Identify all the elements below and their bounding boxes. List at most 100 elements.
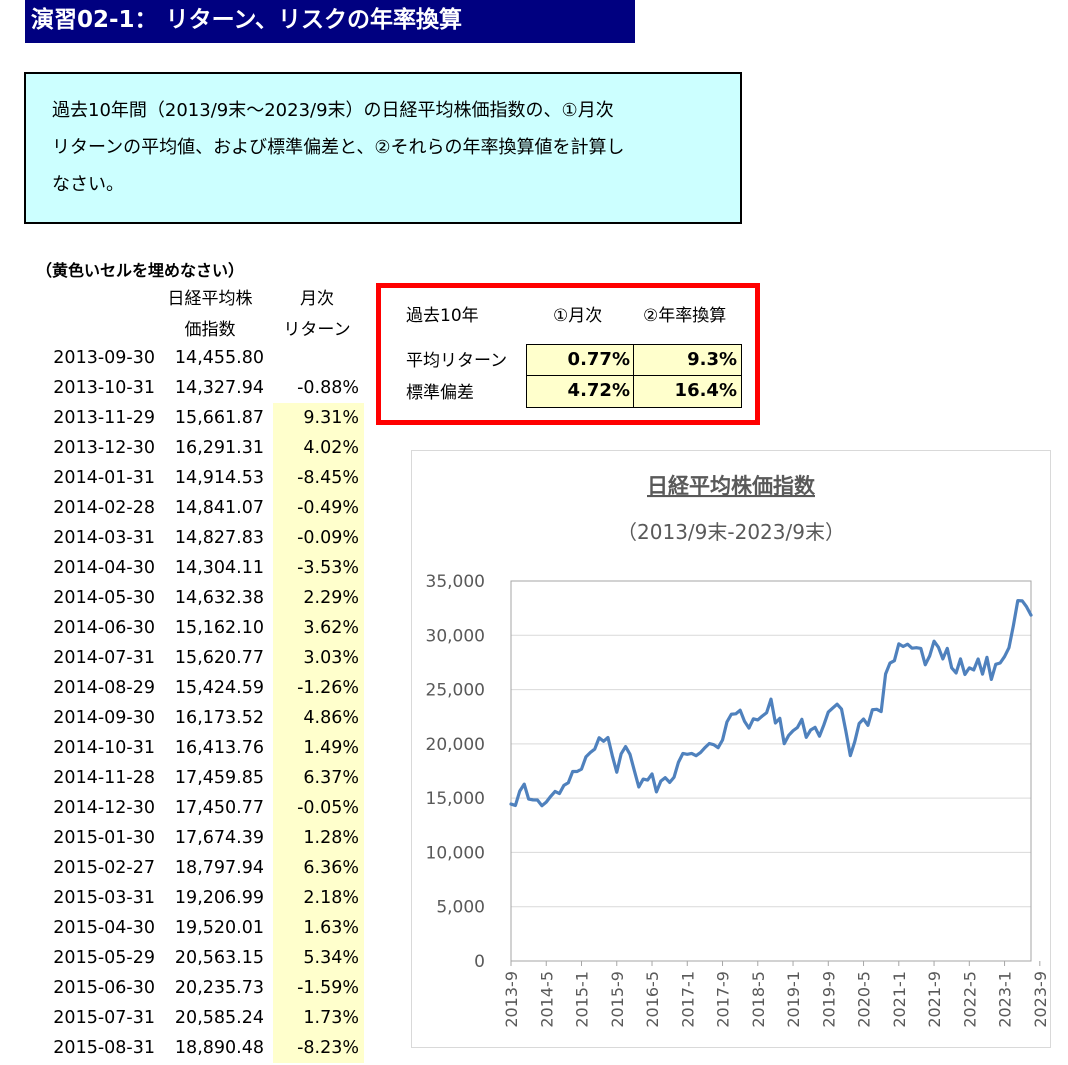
price-cell[interactable]: 15,162.10	[174, 618, 264, 638]
return-cell[interactable]: 3.03%	[273, 643, 364, 673]
date-cell[interactable]: 2013-11-29	[53, 408, 155, 428]
summary-col-monthly: ①月次	[553, 306, 603, 326]
return-cell[interactable]: -1.59%	[273, 973, 364, 1003]
x-tick-label: 2015-1	[573, 971, 592, 1028]
date-cell[interactable]: 2013-10-31	[53, 378, 155, 398]
price-cell[interactable]: 19,520.01	[174, 918, 264, 938]
price-cell[interactable]: 17,674.39	[174, 828, 264, 848]
date-cell[interactable]: 2015-06-30	[53, 978, 155, 998]
date-cell[interactable]: 2015-04-30	[53, 918, 155, 938]
price-cell[interactable]: 15,620.77	[174, 648, 264, 668]
return-cell[interactable]: 4.02%	[273, 433, 364, 463]
table-row: 2015-03-31 19,206.99 2.18%	[30, 883, 364, 913]
date-cell[interactable]: 2014-11-28	[53, 768, 155, 788]
summary-col-annual: ②年率換算	[643, 306, 727, 326]
price-cell[interactable]: 20,585.24	[174, 1008, 264, 1028]
return-cell[interactable]: -3.53%	[273, 553, 364, 583]
return-cell[interactable]: 1.63%	[273, 913, 364, 943]
price-cell[interactable]: 14,327.94	[174, 378, 264, 398]
price-column-header: 日経平均株 価指数	[155, 284, 265, 346]
date-cell[interactable]: 2015-05-29	[53, 948, 155, 968]
return-cell[interactable]	[273, 343, 364, 373]
date-cell[interactable]: 2014-10-31	[53, 738, 155, 758]
price-cell[interactable]: 17,459.85	[174, 768, 264, 788]
return-cell[interactable]: 1.73%	[273, 1003, 364, 1033]
price-cell[interactable]: 14,455.80	[174, 348, 264, 368]
date-cell[interactable]: 2015-08-31	[53, 1038, 155, 1058]
date-cell[interactable]: 2014-05-30	[53, 588, 155, 608]
return-annual-cell[interactable]: 9.3%	[633, 344, 742, 377]
return-cell[interactable]: 4.86%	[273, 703, 364, 733]
return-cell[interactable]: 3.62%	[273, 613, 364, 643]
std-annual-cell[interactable]: 16.4%	[633, 375, 742, 408]
table-row: 2014-11-28 17,459.85 6.37%	[30, 763, 364, 793]
return-cell[interactable]: 6.36%	[273, 853, 364, 883]
date-cell[interactable]: 2014-02-28	[53, 498, 155, 518]
price-cell[interactable]: 14,632.38	[174, 588, 264, 608]
table-row: 2014-06-30 15,162.10 3.62%	[30, 613, 364, 643]
std-monthly-cell[interactable]: 4.72%	[526, 375, 635, 408]
return-cell[interactable]: 1.28%	[273, 823, 364, 853]
price-cell[interactable]: 14,827.83	[174, 528, 264, 548]
price-cell[interactable]: 14,304.11	[174, 558, 264, 578]
return-cell[interactable]: -1.26%	[273, 673, 364, 703]
table-row: 2013-11-29 15,661.87 9.31%	[30, 403, 364, 433]
date-cell[interactable]: 2014-08-29	[53, 678, 155, 698]
return-cell[interactable]: 6.37%	[273, 763, 364, 793]
return-cell[interactable]: 1.49%	[273, 733, 364, 763]
return-cell[interactable]: 2.29%	[273, 583, 364, 613]
price-cell[interactable]: 17,450.77	[174, 798, 264, 818]
table-row: 2014-05-30 14,632.38 2.29%	[30, 583, 364, 613]
date-cell[interactable]: 2014-04-30	[53, 558, 155, 578]
return-cell[interactable]: -8.23%	[273, 1033, 364, 1063]
return-cell[interactable]: -0.09%	[273, 523, 364, 553]
x-tick-label: 2023-9	[1031, 971, 1050, 1028]
price-header-line1: 日経平均株	[167, 289, 253, 309]
chart-title: 日経平均株価指数	[647, 474, 816, 498]
return-cell[interactable]: -0.49%	[273, 493, 364, 523]
date-cell[interactable]: 2014-12-30	[53, 798, 155, 818]
date-cell[interactable]: 2014-01-31	[53, 468, 155, 488]
return-cell[interactable]: 5.34%	[273, 943, 364, 973]
return-monthly-cell[interactable]: 0.77%	[526, 344, 635, 377]
date-cell[interactable]: 2014-03-31	[53, 528, 155, 548]
price-cell[interactable]: 15,661.87	[174, 408, 264, 428]
return-cell[interactable]: -0.05%	[273, 793, 364, 823]
price-cell[interactable]: 16,291.31	[174, 438, 264, 458]
table-row: 2014-10-31 16,413.76 1.49%	[30, 733, 364, 763]
table-row: 2014-02-28 14,841.07 -0.49%	[30, 493, 364, 523]
y-tick-label: 20,000	[426, 735, 485, 755]
price-cell[interactable]: 20,235.73	[174, 978, 264, 998]
date-cell[interactable]: 2015-03-31	[53, 888, 155, 908]
table-row: 2014-03-31 14,827.83 -0.09%	[30, 523, 364, 553]
date-cell[interactable]: 2015-02-27	[53, 858, 155, 878]
price-cell[interactable]: 18,890.48	[174, 1038, 264, 1058]
date-cell[interactable]: 2014-06-30	[53, 618, 155, 638]
return-cell[interactable]: 2.18%	[273, 883, 364, 913]
price-cell[interactable]: 16,173.52	[174, 708, 264, 728]
price-cell[interactable]: 15,424.59	[174, 678, 264, 698]
instruction-line: なさい。	[52, 174, 124, 195]
date-cell[interactable]: 2013-09-30	[53, 348, 155, 368]
return-cell[interactable]: -8.45%	[273, 463, 364, 493]
price-cell[interactable]: 18,797.94	[174, 858, 264, 878]
price-cell[interactable]: 14,914.53	[174, 468, 264, 488]
price-cell[interactable]: 14,841.07	[174, 498, 264, 518]
table-row: 2015-04-30 19,520.01 1.63%	[30, 913, 364, 943]
plot-area	[510, 580, 1032, 962]
date-cell[interactable]: 2014-09-30	[53, 708, 155, 728]
price-cell[interactable]: 16,413.76	[174, 738, 264, 758]
fill-yellow-note: （黄色いセルを埋めなさい）	[36, 261, 245, 280]
date-cell[interactable]: 2013-12-30	[53, 438, 155, 458]
price-cell[interactable]: 19,206.99	[174, 888, 264, 908]
date-cell[interactable]: 2015-07-31	[53, 1008, 155, 1028]
return-cell[interactable]: -0.88%	[297, 378, 359, 398]
x-tick-label: 2021-1	[890, 971, 909, 1028]
nikkei-line-chart: 日経平均株価指数 （2013/9末-2023/9末） 0 5,000 10,000 1…	[426, 474, 1050, 1028]
date-cell[interactable]: 2015-01-30	[53, 828, 155, 848]
price-cell[interactable]: 20,563.15	[174, 948, 264, 968]
return-cell[interactable]: 9.31%	[273, 403, 364, 433]
x-tick-label: 2020-5	[855, 971, 874, 1028]
date-cell[interactable]: 2014-07-31	[53, 648, 155, 668]
nikkei-chart[interactable]: 日経平均株価指数 （2013/9末-2023/9末） 0 5,000 10,000 1…	[411, 450, 1051, 1048]
